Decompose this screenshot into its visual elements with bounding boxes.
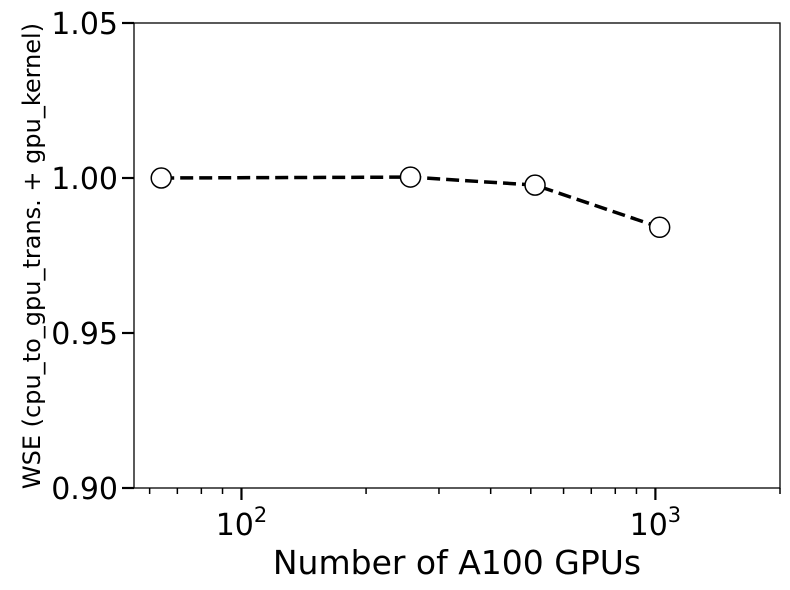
- plot-frame: [133, 22, 781, 489]
- y-tick-label: 1.00: [51, 162, 118, 197]
- y-axis: 0.90 0.95 1.00 1.05: [51, 7, 134, 507]
- data-point: [524, 174, 546, 196]
- data-point: [648, 216, 671, 239]
- y-axis-title: WSE (cpu_to_gpu_trans. + gpu_kernel): [18, 23, 46, 489]
- plot-area: [133, 22, 781, 489]
- y-tick-label: 0.95: [51, 317, 118, 352]
- y-tick-label: 0.90: [51, 472, 118, 507]
- x-axis-title: Number of A100 GPUs: [273, 543, 641, 582]
- x-tick-label: 102: [216, 503, 268, 543]
- y-tick-label: 1.05: [51, 7, 118, 42]
- data-point: [399, 166, 422, 188]
- x-axis: 102 103: [148, 488, 781, 543]
- series-layer: [150, 166, 671, 239]
- data-point: [150, 167, 172, 189]
- series-line: [161, 175, 661, 229]
- x-tick-label: 103: [630, 503, 682, 543]
